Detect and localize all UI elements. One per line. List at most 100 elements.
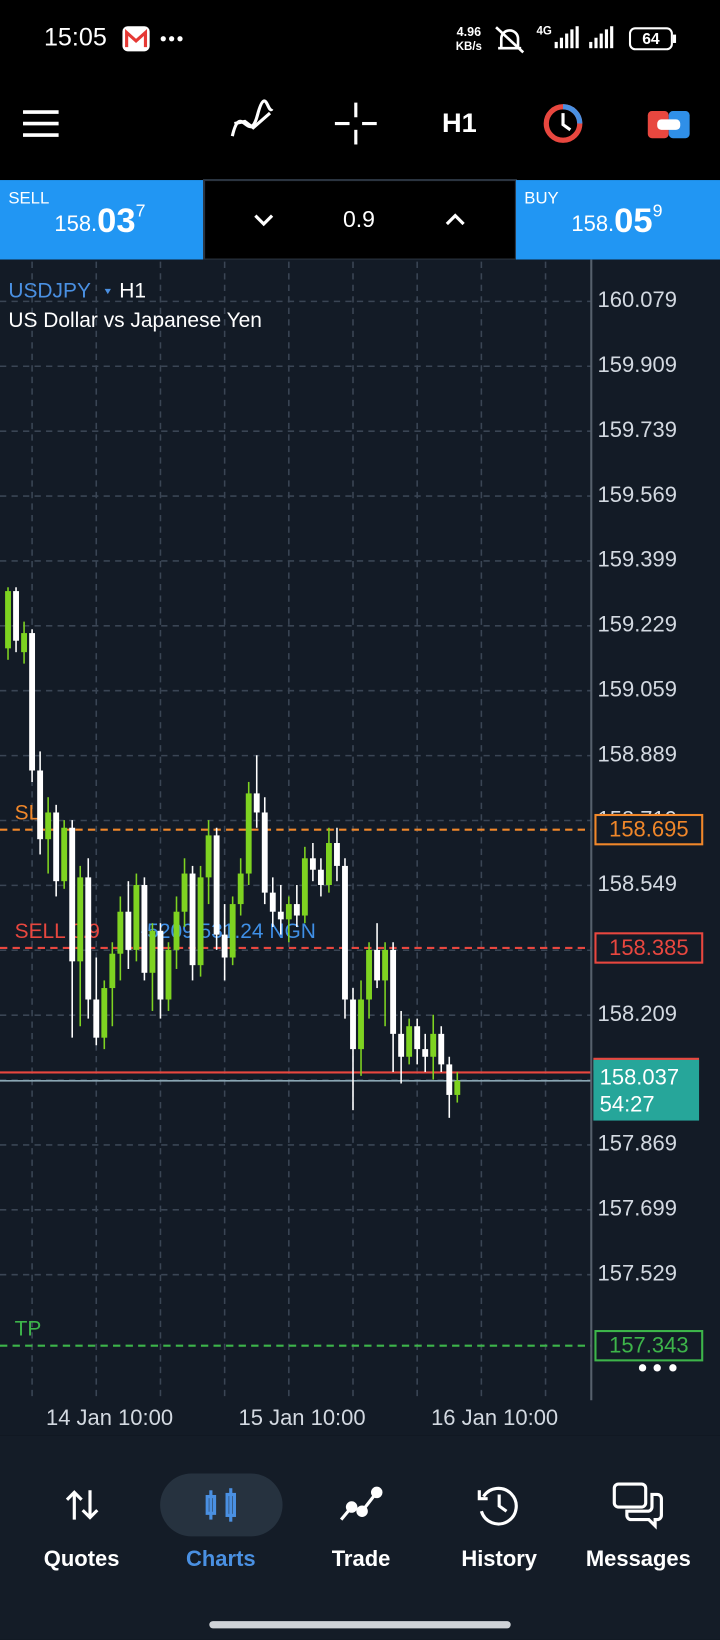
volume-down[interactable]	[254, 214, 274, 227]
level-price: 157.343	[609, 1333, 688, 1358]
candle-body	[109, 953, 116, 989]
volume-value[interactable]: 0.9	[343, 206, 375, 232]
candle-body	[205, 835, 212, 878]
battery: 64	[628, 27, 677, 51]
candle-body	[53, 812, 60, 882]
y-tick-label: 157.529	[598, 1261, 677, 1286]
more-dots	[160, 36, 183, 42]
candle-body	[77, 877, 84, 962]
y-tick-label: 159.569	[598, 482, 677, 507]
candle-body	[13, 591, 19, 641]
history-icon[interactable]	[477, 1486, 518, 1526]
candle-body	[165, 949, 172, 1000]
candle-body	[117, 911, 124, 954]
bid-box	[593, 1059, 700, 1121]
bottom-nav	[0, 1435, 720, 1640]
level-label: SL	[15, 801, 41, 824]
candle-body	[213, 835, 220, 935]
candle-body	[245, 793, 252, 874]
candles	[5, 587, 461, 1118]
candle-body	[382, 949, 389, 981]
candle-body	[237, 873, 244, 905]
candle-body	[85, 877, 92, 1000]
quotes-icon[interactable]	[65, 1490, 99, 1520]
candle-body	[342, 865, 348, 1000]
candle-body	[141, 884, 148, 973]
y-tick-label: 158.549	[598, 871, 677, 896]
candle-body	[326, 843, 332, 885]
candle-body	[133, 884, 140, 950]
y-tick-label: 159.909	[598, 352, 677, 377]
active-pill	[160, 1473, 283, 1537]
volume-panel	[203, 179, 517, 261]
candle-body	[446, 1064, 453, 1095]
nav-label[interactable]: History	[461, 1546, 537, 1571]
charts-icon[interactable]	[205, 1488, 236, 1522]
crosshair-button[interactable]	[334, 102, 377, 145]
status-time: 15:05	[44, 23, 107, 51]
trade-button[interactable]	[647, 110, 690, 139]
messages-icon[interactable]	[612, 1482, 663, 1530]
level-price: 158.385	[609, 935, 688, 960]
symbol-dropdown[interactable]	[104, 288, 111, 295]
sell-button[interactable]: SELL 158.037	[0, 180, 205, 260]
nav-label[interactable]: Charts	[186, 1546, 256, 1571]
sell-price: 158.037	[54, 200, 145, 240]
candle-body	[309, 858, 316, 870]
candle-body	[125, 911, 132, 950]
nav-label[interactable]: Trade	[332, 1546, 391, 1571]
bid-price: 158.037	[600, 1065, 679, 1090]
candle-body	[285, 904, 292, 920]
objects-button[interactable]	[543, 104, 583, 143]
buy-price: 158.059	[571, 200, 662, 240]
y-tick-label: 157.699	[598, 1196, 677, 1221]
candle-body	[261, 812, 268, 893]
menu-button[interactable]	[23, 110, 59, 137]
volume-up[interactable]	[445, 213, 465, 226]
candle-body	[414, 1026, 421, 1050]
buy-button[interactable]: BUY 158.059	[515, 180, 720, 260]
network-type: 4G	[537, 26, 552, 38]
candle-body	[69, 827, 76, 962]
candle-body	[358, 999, 364, 1050]
timeframe-button[interactable]: H1	[442, 107, 477, 138]
candle-body	[61, 827, 68, 882]
x-tick-label: 14 Jan 10:00	[46, 1405, 173, 1430]
mute-icon	[495, 26, 525, 54]
candle-body	[157, 930, 164, 1000]
chart-more[interactable]	[638, 1364, 677, 1372]
y-tick-label: 158.889	[598, 741, 677, 766]
x-tick-label: 16 Jan 10:00	[431, 1405, 558, 1430]
candle-body	[277, 911, 284, 920]
candle-body	[101, 988, 108, 1038]
nav-label[interactable]: Quotes	[44, 1546, 120, 1571]
candle-body	[430, 1033, 437, 1057]
y-tick-label: 159.399	[598, 547, 677, 572]
y-tick-label: 159.739	[598, 417, 677, 442]
candle-body	[5, 591, 11, 649]
candle-body	[454, 1080, 461, 1095]
signal-icons	[554, 26, 614, 49]
candle-body	[189, 873, 196, 966]
level-price: 158.695	[609, 816, 688, 841]
symbol-name[interactable]: USDJPY	[8, 280, 91, 303]
nav-label[interactable]: Messages	[586, 1546, 691, 1571]
level-box	[594, 1330, 704, 1362]
candle-body	[93, 999, 100, 1038]
candle-body	[334, 843, 340, 866]
candle-body	[29, 633, 36, 771]
indicators-button[interactable]	[230, 99, 274, 137]
candle-body	[149, 930, 156, 973]
y-tick-label: 160.079	[598, 287, 677, 312]
trade-icon[interactable]	[339, 1486, 383, 1521]
buy-label: BUY	[524, 188, 558, 207]
symbol-description: US Dollar vs Japanese Yen	[8, 309, 262, 332]
candle-body	[390, 949, 397, 1034]
candle-body	[438, 1033, 445, 1065]
candle-body	[221, 934, 228, 958]
y-tick-label: 157.869	[598, 1131, 677, 1156]
net-speed: 4.96	[457, 25, 481, 39]
candle-body	[181, 873, 188, 912]
